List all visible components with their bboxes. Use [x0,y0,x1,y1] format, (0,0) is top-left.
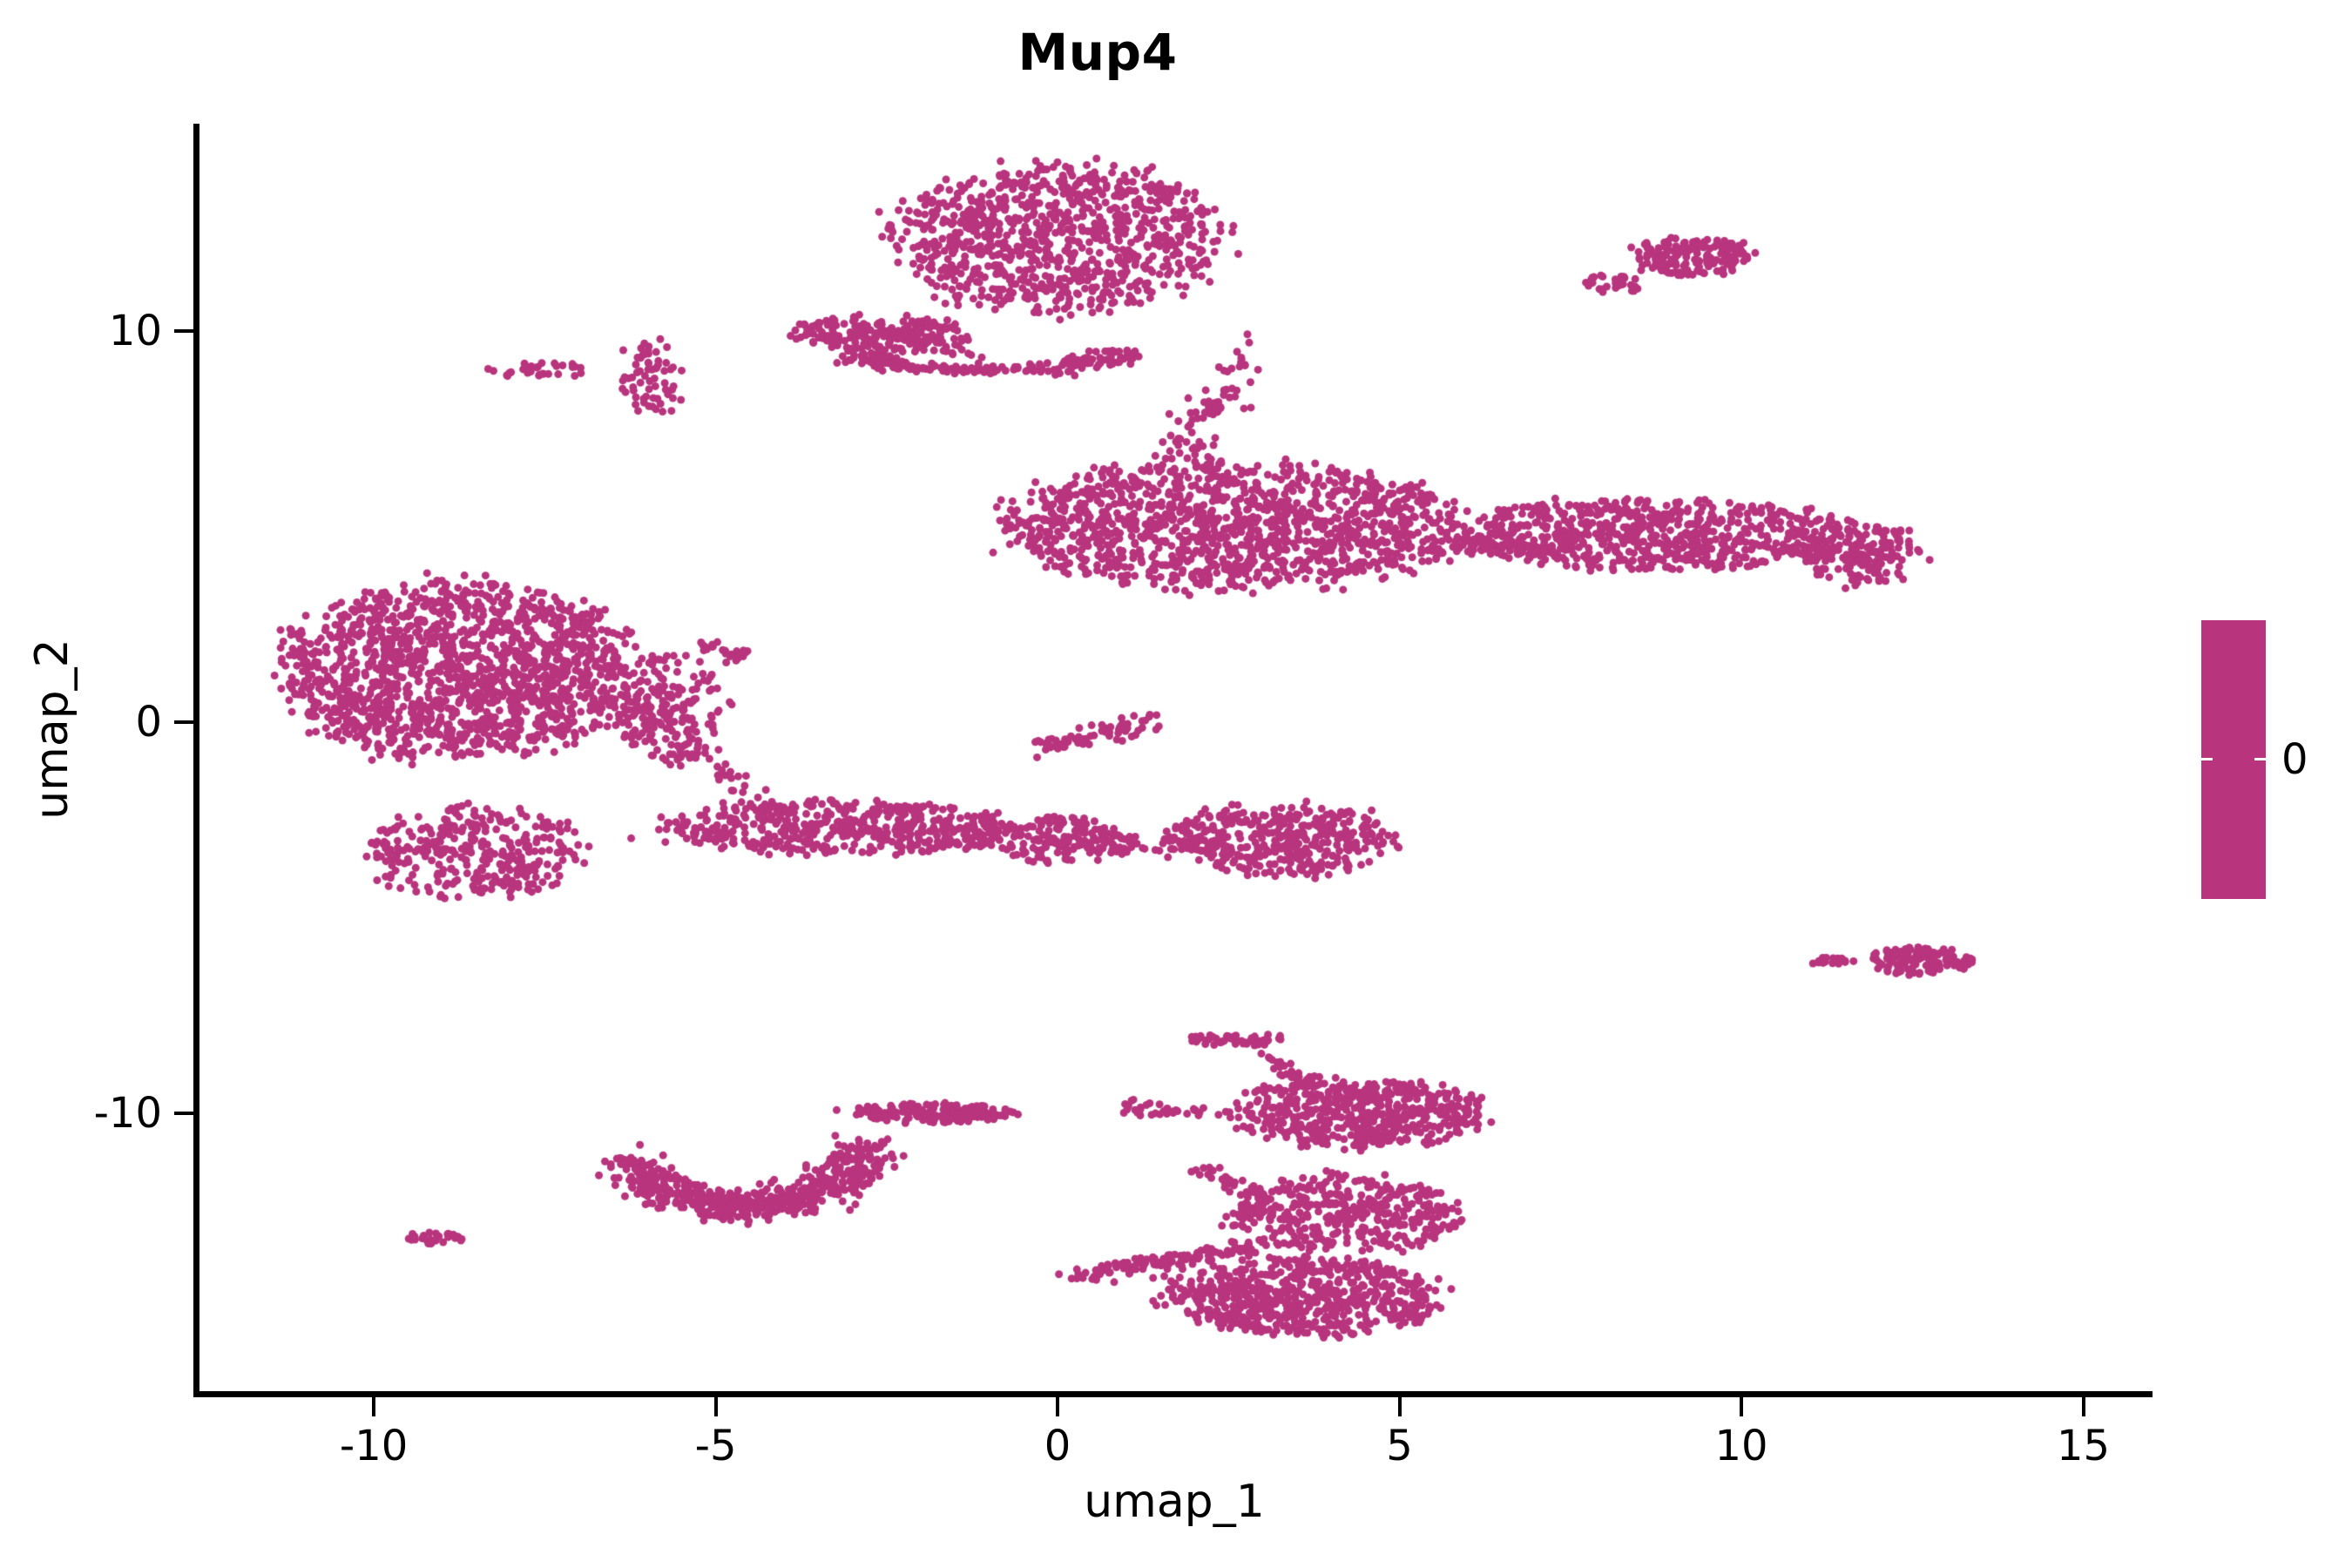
y-tick-label: 10 [108,306,162,355]
x-tick-label: -10 [339,1422,409,1470]
y-axis-line [193,124,199,1397]
y-tick-mark [174,720,193,724]
scatter-points-canvas [196,124,2152,1395]
x-tick-mark [713,1397,718,1416]
colorbar-tick-right [2254,758,2266,760]
x-tick-mark [1740,1397,1744,1416]
colorbar-tick-label: 0 [2281,735,2308,784]
colorbar-legend: 0 [2201,620,2308,899]
x-tick-mark [1056,1397,1060,1416]
x-tick-label: 15 [2056,1422,2111,1470]
x-tick-label: 5 [1386,1422,1413,1470]
y-tick-label: 0 [135,697,162,747]
y-tick-mark [174,1111,193,1115]
y-axis-label: umap_2 [26,639,78,820]
scatter-plot-panel [196,124,2152,1395]
x-tick-label: -5 [694,1422,737,1470]
colorbar-tick-left [2201,758,2213,760]
x-tick-label: 10 [1714,1422,1768,1470]
y-tick-mark [174,328,193,333]
x-axis-line [196,1391,2153,1397]
y-tick-label: -10 [93,1088,162,1138]
x-tick-mark [2081,1397,2085,1416]
page-title: Mup4 [1017,23,1178,82]
x-tick-label: 0 [1044,1422,1071,1470]
x-tick-mark [372,1397,376,1416]
x-axis-label: umap_1 [1084,1476,1265,1528]
x-tick-mark [1397,1397,1402,1416]
